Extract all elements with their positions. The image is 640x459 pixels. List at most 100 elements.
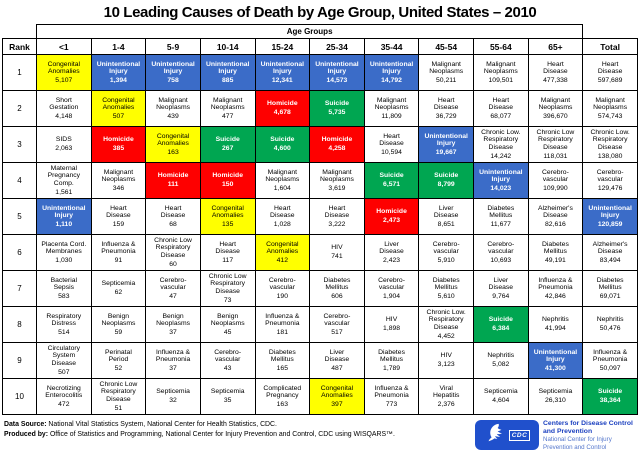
cause-value: 597,689 <box>597 76 623 84</box>
cause-name: Nephritis <box>596 316 624 324</box>
cause-value: 45 <box>223 328 232 336</box>
cause-value: 69,071 <box>599 292 621 300</box>
cause-name: Septicemia <box>101 280 136 288</box>
cause-value: 11,809 <box>381 112 402 120</box>
cause-name: Perinatal Period <box>105 348 132 364</box>
cause-name: Influenza & Pneumonia <box>538 276 573 292</box>
cause-name: Unintentional Injury <box>260 60 305 76</box>
cause-value: 2,423 <box>383 256 401 264</box>
table-row: 10 Necrotizing Enterocolitis 472 Chronic Lo… <box>2 378 638 415</box>
column-header-2534: 25-34 <box>309 38 365 55</box>
cause-cell: Benign Neoplasms 59 <box>90 306 147 343</box>
cause-value: 49,191 <box>545 256 566 264</box>
cause-name: Malignant Neoplasms <box>538 96 573 112</box>
cause-cell: Liver Disease 2,423 <box>363 234 420 271</box>
cause-name: Homicide <box>267 100 298 108</box>
cause-name: Maternal Pregnancy Comp. <box>47 164 81 188</box>
cause-name: Heart Disease <box>324 204 350 220</box>
cause-cell: Malignant Neoplasms 477 <box>199 90 256 127</box>
cause-name: Heart Disease <box>106 204 131 220</box>
cause-name: Malignant Neoplasms <box>101 168 136 184</box>
cause-name: Heart Disease <box>543 60 568 76</box>
column-header-4554: 45-54 <box>418 38 474 55</box>
cause-name: Complicated Pregnancy <box>263 384 302 400</box>
cause-name: Placenta Cord. Membranes <box>41 240 87 256</box>
cause-value: 50,211 <box>436 76 457 84</box>
cause-cell: Cerebro- vascular 5,910 <box>418 234 474 271</box>
cause-cell: Malignant Neoplasms 1,604 <box>254 162 311 199</box>
cause-value: 138,080 <box>597 152 623 160</box>
cause-cell: Suicide 267 <box>199 126 256 163</box>
cause-cell: Unintentional Injury 885 <box>199 54 256 91</box>
cause-value: 8,799 <box>437 181 455 189</box>
cause-name: Suicide <box>434 172 459 180</box>
cause-cell: Malignant Neoplasms 109,501 <box>473 54 529 91</box>
produced-by-line: Produced by: Office of Statistics and Pr… <box>4 430 395 440</box>
cause-value: 741 <box>331 253 343 261</box>
source-note: Data Source: National Vital Statistics S… <box>4 420 395 441</box>
cause-value: 118,031 <box>543 152 568 160</box>
cause-name: Unintentional Injury <box>479 168 523 184</box>
cause-cell: Malignant Neoplasms 50,211 <box>418 54 474 91</box>
cause-cell: Chronic Low Respiratory Disease 118,031 <box>527 126 584 163</box>
cause-name: Diabetes Mellitus <box>323 276 351 292</box>
cause-value: 117 <box>222 256 234 264</box>
cause-value: 14,023 <box>490 184 512 192</box>
cause-cell: Diabetes Mellitus 1,789 <box>363 342 420 379</box>
cause-cell: Chronic Low Respiratory Disease 51 <box>90 378 147 415</box>
cause-name: Benign Neoplasms <box>101 312 136 328</box>
cause-value: 163 <box>167 148 179 156</box>
cause-cell: Septicemia 62 <box>90 270 147 307</box>
cause-value: 3,222 <box>328 220 346 228</box>
cause-name: Suicide <box>215 136 240 144</box>
cause-value: 346 <box>112 184 125 192</box>
cause-cell: Malignant Neoplasms 3,619 <box>309 162 365 199</box>
cause-cell: Heart Disease 68,077 <box>473 90 529 127</box>
column-header-14: 1-4 <box>90 38 147 55</box>
cause-value: 42,846 <box>545 292 566 300</box>
cause-value: 885 <box>222 76 234 84</box>
rank-cell: 6 <box>2 234 37 271</box>
rank-cell: 5 <box>2 198 37 235</box>
cause-value: 14,792 <box>381 76 402 84</box>
table-row: 6 Placenta Cord. Membranes 1,030 Influenza … <box>2 234 638 271</box>
cause-value: 4,600 <box>273 145 291 153</box>
column-header-1014: 10-14 <box>199 38 256 55</box>
cause-name: SIDS <box>55 136 72 144</box>
cause-name: Congenital Anomalies <box>102 96 135 112</box>
cause-name: Liver Disease <box>433 204 459 220</box>
cause-name: Suicide <box>324 100 350 108</box>
cause-cell: Homicide 4,258 <box>309 126 365 163</box>
cause-value: 4,148 <box>55 112 73 120</box>
cause-value: 165 <box>276 364 288 372</box>
cause-cell: Suicide 6,384 <box>473 306 529 343</box>
rank-cell: 3 <box>2 126 37 163</box>
cdc-logo-text: Centers for Disease Control and Preventi… <box>543 420 635 451</box>
cause-cell: Influenza & Pneumonia 37 <box>145 342 201 379</box>
cause-name: Suicide <box>379 172 404 180</box>
cause-cell: Liver Disease 8,651 <box>418 198 474 235</box>
cause-cell: Influenza & Pneumonia 42,846 <box>527 270 584 307</box>
cause-value: 1,028 <box>273 220 291 228</box>
cause-value: 129,476 <box>597 184 623 192</box>
cause-cell: Cerebro- vascular 43 <box>199 342 256 379</box>
cause-cell: Unintentional Injury 1,394 <box>90 54 147 91</box>
cause-value: 19,667 <box>435 148 457 156</box>
cause-cell: Diabetes Mellitus 11,677 <box>473 198 529 235</box>
cause-name: Liver Disease <box>379 240 404 256</box>
cause-name: Homicide <box>321 136 353 144</box>
cause-name: Malignant Neoplasms <box>483 60 518 76</box>
cause-cell: Diabetes Mellitus 165 <box>254 342 311 379</box>
column-header-3544: 35-44 <box>363 38 420 55</box>
cause-value: 91 <box>114 256 123 264</box>
cause-name: Septicemia <box>538 388 573 396</box>
cause-cell: Diabetes Mellitus 5,610 <box>418 270 474 307</box>
column-header-1524: 15-24 <box>254 38 311 55</box>
rank-cell: 4 <box>2 162 37 199</box>
cause-value: 190 <box>276 292 288 300</box>
cause-name: Cerebro- vascular <box>432 240 460 256</box>
cause-cell: Respiratory Distress 514 <box>36 306 92 343</box>
cause-name: Unintentional Injury <box>42 204 86 220</box>
cause-cell: Suicide 38,364 <box>582 378 638 415</box>
cause-name: Chronic Low. Respiratory Disease <box>426 308 466 332</box>
